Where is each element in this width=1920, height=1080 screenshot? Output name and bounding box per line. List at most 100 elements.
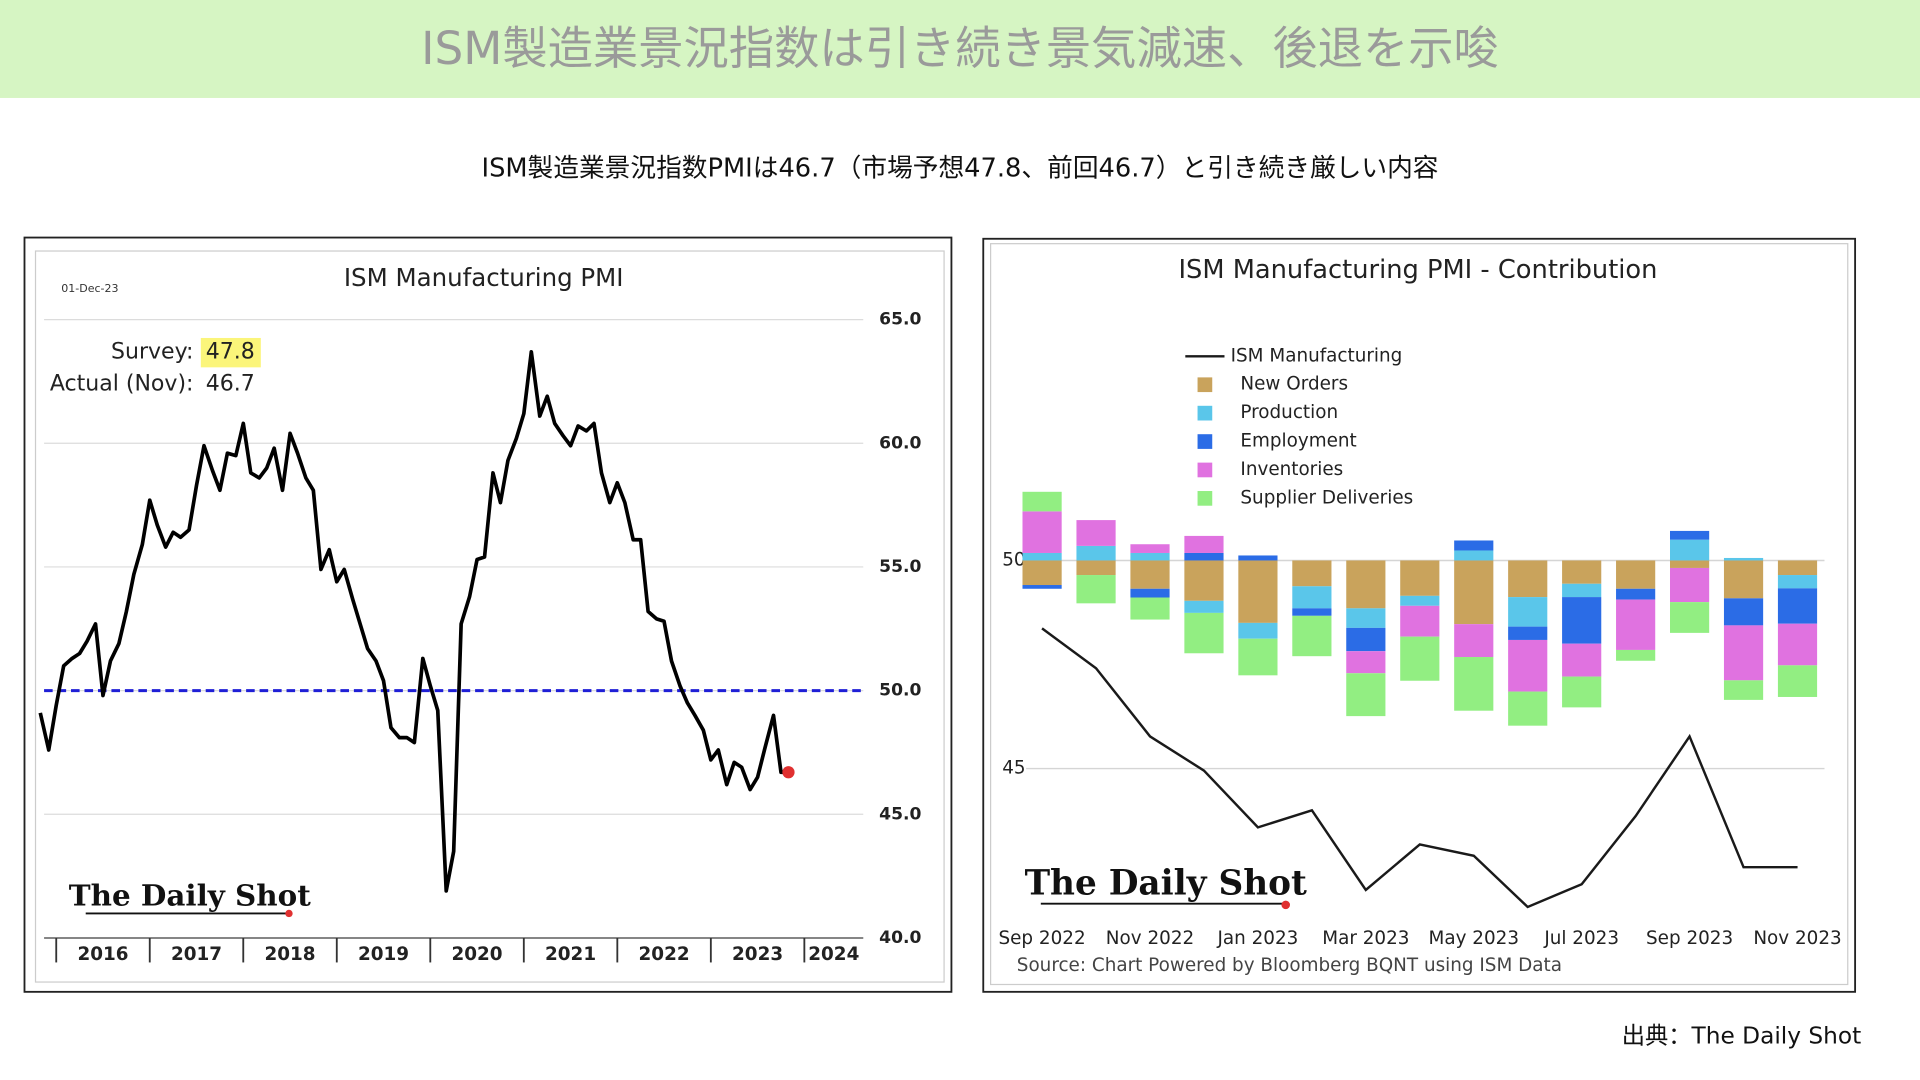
bar-segment <box>1130 544 1170 553</box>
bar-segment <box>1723 680 1764 700</box>
logo-dot <box>285 909 293 918</box>
slide-subtitle: ISM製造業景況指数PMIは46.7（市場予想47.8、前回46.7）と引き続き… <box>481 153 1438 183</box>
latest-point <box>782 766 795 779</box>
x-tick-label: 2017 <box>171 944 222 965</box>
y-tick-label: 60.0 <box>879 433 921 453</box>
line-series <box>1041 627 1798 909</box>
bar-segment <box>1777 665 1818 697</box>
bar-segment <box>1184 612 1224 654</box>
bar-segment <box>1130 597 1170 620</box>
bar-segment <box>1130 552 1170 561</box>
y-tick-label: 50.0 <box>879 681 921 701</box>
bar-segment <box>1508 597 1548 627</box>
bar-segment <box>1616 560 1656 589</box>
bar-segment <box>1130 588 1170 598</box>
logo: The Daily Shot <box>69 878 311 913</box>
bar-segment <box>1454 657 1494 711</box>
legend-swatch <box>1197 462 1213 478</box>
bar-segment <box>1346 651 1386 674</box>
survey-value: 47.8 <box>206 340 255 365</box>
logo: The Daily Shot <box>1025 863 1307 903</box>
actual-value: 46.7 <box>206 371 255 396</box>
legend-swatch <box>1197 405 1213 421</box>
bar-segment <box>1076 545 1116 561</box>
bar-segment <box>1670 602 1710 633</box>
y-tick-label: 45 <box>1002 758 1025 779</box>
y-tick-label: 45.0 <box>879 804 921 824</box>
bar-segment <box>1292 608 1332 616</box>
x-tick-label: 2024 <box>808 944 859 965</box>
legend-label: Supplier Deliveries <box>1240 487 1413 508</box>
bar-segment <box>1508 626 1548 640</box>
bar-segment <box>1346 673 1386 717</box>
bar-segment <box>1508 639 1548 692</box>
x-tick-label: Nov 2022 <box>1106 928 1194 949</box>
x-tick-label: 2023 <box>732 944 783 965</box>
bar-segment <box>1723 625 1764 681</box>
x-tick-label: Sep 2023 <box>1646 928 1733 949</box>
legend-label: New Orders <box>1240 374 1348 395</box>
bar-segment <box>1562 583 1602 598</box>
legend-label: Production <box>1240 402 1338 423</box>
footer-source: 出典：The Daily Shot <box>1622 1023 1861 1050</box>
legend-label: ISM Manufacturing <box>1231 345 1403 366</box>
legend-label: Employment <box>1240 431 1356 452</box>
line-series <box>38 349 789 893</box>
bar-segment <box>1508 691 1548 726</box>
legend-label: Inventories <box>1240 459 1343 480</box>
bar-segment <box>1184 535 1224 553</box>
bar-segment <box>1346 627 1386 652</box>
y-tick-label: 40.0 <box>879 928 921 948</box>
bar-segment <box>1562 676 1602 708</box>
bar-segment <box>1292 560 1332 587</box>
bar-segment <box>1184 600 1224 613</box>
x-tick-label: Sep 2022 <box>998 928 1085 949</box>
actual-label: Actual (Nov): <box>50 371 194 396</box>
bar-segment <box>1670 539 1710 561</box>
legend-swatch <box>1197 434 1213 449</box>
bar-segment <box>1777 575 1818 589</box>
bar-segment <box>1292 586 1332 609</box>
bar-segment <box>1400 636 1440 681</box>
bar-segment <box>1076 560 1116 576</box>
legend-swatch <box>1197 377 1213 393</box>
x-tick-label: 2016 <box>77 944 128 965</box>
bar-segment <box>1184 552 1224 561</box>
bar-segment <box>1400 560 1440 596</box>
bar-segment <box>1723 557 1764 561</box>
bar-segment <box>1508 560 1548 598</box>
bar-segment <box>1454 560 1494 625</box>
bar-segment <box>1022 511 1062 553</box>
panel-left <box>23 236 953 993</box>
x-tick-label: 2018 <box>264 944 315 965</box>
survey-label: Survey: <box>111 340 193 365</box>
bar-segment <box>1723 598 1764 626</box>
bar-segment <box>1238 555 1278 561</box>
bar-segment <box>1400 595 1440 606</box>
bar-segment <box>1022 552 1062 561</box>
bar-segment <box>1670 530 1710 540</box>
bar-segment <box>1562 597 1602 644</box>
bar-segment <box>1238 560 1278 623</box>
bar-segment <box>1454 550 1494 561</box>
bar-segment <box>1022 560 1062 586</box>
chart-source: Source: Chart Powered by Bloomberg BQNT … <box>1017 955 1562 976</box>
slide-title: ISM製造業景況指数は引き続き景気減速、後退を示唆 <box>421 22 1499 75</box>
x-tick-label: Jan 2023 <box>1216 928 1298 949</box>
header-band <box>0 0 1920 98</box>
bar-segment <box>1022 491 1062 512</box>
y-tick-label: 65.0 <box>879 310 921 330</box>
bar-segment <box>1346 608 1386 628</box>
bar-segment <box>1076 520 1116 546</box>
bar-segment <box>1777 588 1818 624</box>
x-tick-label: Mar 2023 <box>1322 928 1409 949</box>
bar-segment <box>1454 624 1494 658</box>
y-tick-label: 50 <box>1002 549 1025 570</box>
bar-segment <box>1670 567 1710 603</box>
bar-segment <box>1130 560 1170 589</box>
bar-segment <box>1777 560 1818 576</box>
panel-left-inner <box>34 250 945 983</box>
x-tick-label: 2022 <box>639 944 690 965</box>
bar-segment <box>1616 588 1656 600</box>
chart-title: ISM Manufacturing PMI <box>344 263 624 292</box>
